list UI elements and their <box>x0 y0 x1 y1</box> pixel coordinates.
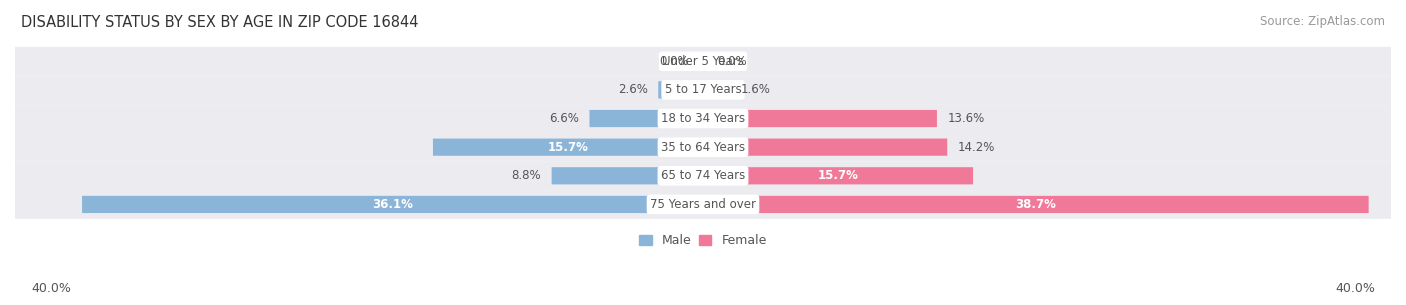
Text: 65 to 74 Years: 65 to 74 Years <box>661 169 745 182</box>
FancyBboxPatch shape <box>703 167 973 185</box>
FancyBboxPatch shape <box>703 138 948 156</box>
FancyBboxPatch shape <box>14 190 1392 219</box>
FancyBboxPatch shape <box>551 167 703 185</box>
FancyBboxPatch shape <box>82 196 703 213</box>
Text: 5 to 17 Years: 5 to 17 Years <box>665 83 741 96</box>
Text: 38.7%: 38.7% <box>1015 198 1056 211</box>
FancyBboxPatch shape <box>703 81 731 99</box>
FancyBboxPatch shape <box>703 196 1368 213</box>
Text: 40.0%: 40.0% <box>1336 282 1375 295</box>
Text: DISABILITY STATUS BY SEX BY AGE IN ZIP CODE 16844: DISABILITY STATUS BY SEX BY AGE IN ZIP C… <box>21 15 419 30</box>
Text: 13.6%: 13.6% <box>948 112 984 125</box>
Text: 15.7%: 15.7% <box>547 141 589 154</box>
FancyBboxPatch shape <box>433 138 703 156</box>
Text: 35 to 64 Years: 35 to 64 Years <box>661 141 745 154</box>
FancyBboxPatch shape <box>589 110 703 127</box>
Text: 75 Years and over: 75 Years and over <box>650 198 756 211</box>
Text: 0.0%: 0.0% <box>659 55 689 68</box>
Legend: Male, Female: Male, Female <box>634 229 772 252</box>
Text: 40.0%: 40.0% <box>31 282 70 295</box>
Text: 1.6%: 1.6% <box>741 83 770 96</box>
Text: 0.0%: 0.0% <box>717 55 747 68</box>
FancyBboxPatch shape <box>14 104 1392 133</box>
FancyBboxPatch shape <box>14 47 1392 76</box>
Text: 18 to 34 Years: 18 to 34 Years <box>661 112 745 125</box>
Text: Source: ZipAtlas.com: Source: ZipAtlas.com <box>1260 15 1385 28</box>
FancyBboxPatch shape <box>14 161 1392 190</box>
FancyBboxPatch shape <box>658 81 703 99</box>
Text: 8.8%: 8.8% <box>512 169 541 182</box>
Text: Under 5 Years: Under 5 Years <box>662 55 744 68</box>
Text: 36.1%: 36.1% <box>373 198 413 211</box>
FancyBboxPatch shape <box>703 110 936 127</box>
FancyBboxPatch shape <box>14 133 1392 161</box>
Text: 15.7%: 15.7% <box>817 169 859 182</box>
Text: 6.6%: 6.6% <box>550 112 579 125</box>
Text: 14.2%: 14.2% <box>957 141 995 154</box>
Text: 2.6%: 2.6% <box>619 83 648 96</box>
FancyBboxPatch shape <box>14 76 1392 104</box>
